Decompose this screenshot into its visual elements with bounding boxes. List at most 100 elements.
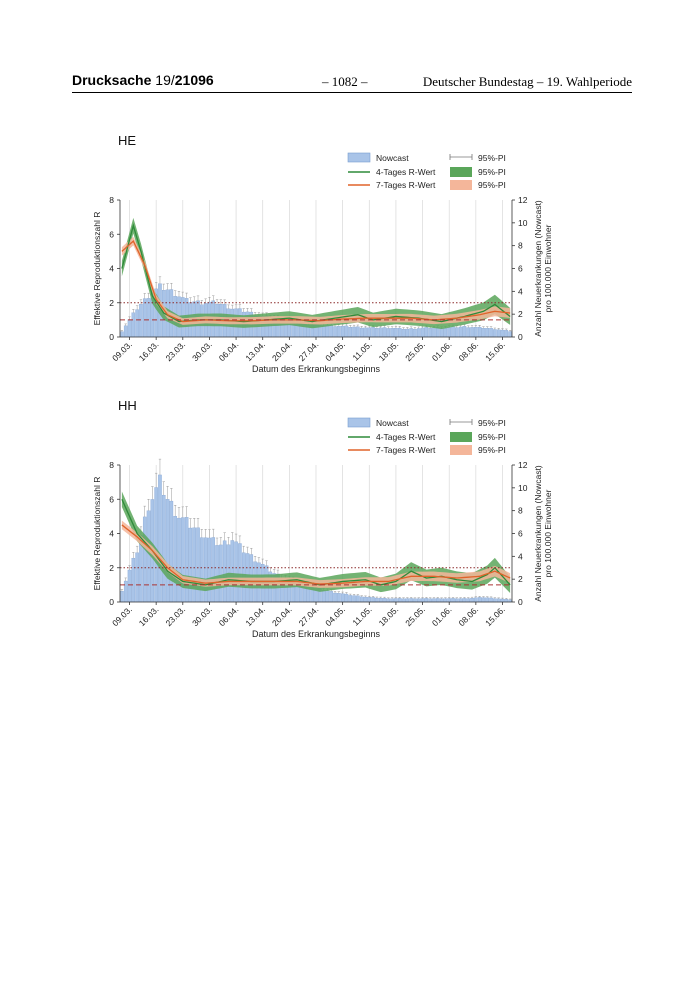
nowcast-bar xyxy=(470,598,474,603)
legend-label-pi-nowcast: 95%-PI xyxy=(478,418,506,428)
y-tick-label-left: 2 xyxy=(109,563,114,573)
r7-line xyxy=(121,240,511,323)
y-axis-label-right-line1: Anzahl Neuerkrankungen (Nowcast) xyxy=(533,200,543,337)
x-tick-label: 09.03. xyxy=(110,339,134,363)
y-axis-label-right-line1: Anzahl Neuerkrankungen (Nowcast) xyxy=(533,465,543,602)
nowcast-bar xyxy=(447,598,451,603)
nowcast-bar xyxy=(458,598,463,603)
nowcast-bar xyxy=(439,598,444,603)
nowcast-bar xyxy=(489,328,493,338)
nowcast-bar xyxy=(394,598,398,603)
x-tick-label: 18.05. xyxy=(377,604,401,628)
x-tick-label: 01.06. xyxy=(430,339,454,363)
y-tick-label-left: 8 xyxy=(109,195,114,205)
nowcast-bar xyxy=(192,527,196,603)
chart-title: HH xyxy=(118,398,137,413)
nowcast-bar xyxy=(120,591,124,603)
y-axis-label-right: Anzahl Neuerkrankungen (Nowcast)pro 100.… xyxy=(533,465,553,602)
nowcast-bar xyxy=(325,590,330,603)
nowcast-bar xyxy=(432,598,436,603)
nowcast-bar xyxy=(359,596,364,603)
nowcast-bar xyxy=(409,598,413,603)
y-tick-label-right: 6 xyxy=(518,264,523,274)
nowcast-bar xyxy=(131,312,136,338)
nowcast-bar xyxy=(222,540,227,603)
nowcast-bar xyxy=(371,327,375,338)
nowcast-bar xyxy=(211,537,216,603)
nowcast-bar xyxy=(238,543,242,603)
nowcast-bar xyxy=(120,331,124,338)
nowcast-bar xyxy=(451,326,455,338)
nowcast-bar xyxy=(401,598,406,603)
nowcast-bar xyxy=(496,329,501,338)
y-tick-label-left: 0 xyxy=(109,597,114,607)
nowcast-bar xyxy=(352,595,356,603)
y-axis-label-left: Effektive Reproduktionszahl R xyxy=(92,212,102,326)
nowcast-bar xyxy=(416,598,421,603)
y-tick-label-right: 0 xyxy=(518,597,523,607)
nowcast-bar xyxy=(409,328,413,338)
chart-he: HE Nowcast 4-Tages R-Wert 7-Tages R-Wert 95%… xyxy=(92,133,553,374)
nowcast-bar xyxy=(466,598,471,603)
parliament-label: Deutscher Bundestag – 19. Wahlperiode xyxy=(422,74,632,89)
nowcast-bar xyxy=(420,598,425,603)
x-tick-label: 08.06. xyxy=(456,339,480,363)
x-tick-label: 20.04. xyxy=(270,339,294,363)
legend-swatch-nowcast xyxy=(347,417,371,428)
nowcast-bar xyxy=(504,330,509,338)
nowcast-bar xyxy=(337,593,341,603)
x-tick-label: 09.03. xyxy=(110,604,134,628)
nowcast-bar xyxy=(504,599,509,603)
nowcast-bar xyxy=(337,326,341,338)
nowcast-bar xyxy=(413,598,417,603)
x-tick-label: 15.06. xyxy=(483,339,507,363)
nowcast-bar xyxy=(424,598,429,603)
nowcast-bar xyxy=(462,326,467,338)
x-tick-label: 30.03. xyxy=(190,339,214,363)
nowcast-bar xyxy=(386,328,391,338)
legend-label-r7: 7-Tages R-Wert xyxy=(376,445,436,455)
nowcast-bar xyxy=(127,569,132,603)
nowcast-bar xyxy=(500,329,505,338)
nowcast-bar xyxy=(432,327,436,338)
nowcast-bar xyxy=(139,304,143,338)
nowcast-bar xyxy=(386,598,391,603)
y-axis-label-right: Anzahl Neuerkrankungen (Nowcast)pro 100.… xyxy=(533,200,553,337)
legend-label-pi-nowcast: 95%-PI xyxy=(478,153,506,163)
doc-prefix: Drucksache xyxy=(72,72,152,88)
nowcast-bar xyxy=(340,325,345,338)
nowcast-bar xyxy=(474,597,478,603)
nowcast-bar xyxy=(405,328,410,338)
nowcast-bar xyxy=(477,597,482,603)
nowcast-bar xyxy=(356,326,360,338)
nowcast-bar xyxy=(329,324,333,338)
legend-label-nowcast: Nowcast xyxy=(376,418,409,428)
nowcast-bar xyxy=(135,552,139,603)
y-tick-label-left: 4 xyxy=(109,264,114,274)
y-tick-label-left: 6 xyxy=(109,494,114,504)
nowcast-bar xyxy=(181,517,185,603)
nowcast-bar xyxy=(443,327,448,338)
x-tick-label: 25.05. xyxy=(403,339,427,363)
nowcast-bar xyxy=(135,309,139,338)
nowcast-bar xyxy=(165,499,170,603)
r4-pi-band xyxy=(121,491,511,593)
x-tick-label: 06.04. xyxy=(217,604,241,628)
y-tick-label-right: 12 xyxy=(518,460,528,470)
nowcast-bar xyxy=(367,597,372,603)
nowcast-bar xyxy=(123,580,128,603)
nowcast-bar xyxy=(146,298,151,338)
nowcast-bar xyxy=(363,327,368,338)
chart-title: HE xyxy=(118,133,136,148)
nowcast-bar xyxy=(462,598,467,603)
nowcast-bar xyxy=(348,595,353,603)
x-axis-label: Datum des Erkrankungsbeginns xyxy=(252,364,381,374)
y-axis-label-right-line2: pro 100.000 Einwohner xyxy=(543,489,553,577)
nowcast-bar xyxy=(413,328,417,338)
nowcast-bar xyxy=(424,327,429,338)
nowcast-bar xyxy=(161,494,166,603)
y-tick-label-right: 8 xyxy=(518,506,523,516)
x-tick-label: 27.04. xyxy=(297,339,321,363)
nowcast-bar xyxy=(363,596,368,603)
nowcast-bar xyxy=(458,326,463,338)
